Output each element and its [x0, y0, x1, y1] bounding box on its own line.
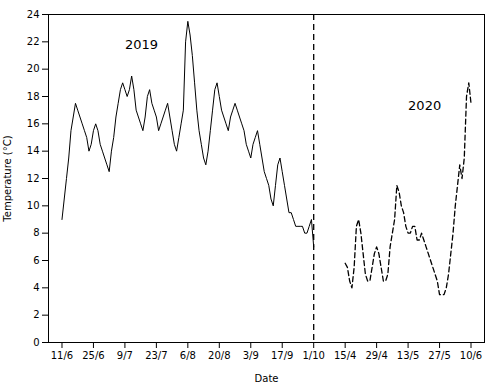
svg-text:2020: 2020	[408, 98, 441, 113]
svg-text:14: 14	[27, 145, 40, 156]
svg-text:4: 4	[33, 282, 39, 293]
svg-text:12: 12	[27, 173, 40, 184]
svg-text:2: 2	[33, 309, 39, 320]
svg-text:8: 8	[33, 227, 39, 238]
svg-text:6: 6	[33, 255, 39, 266]
svg-text:0: 0	[33, 337, 39, 348]
svg-text:Date: Date	[255, 373, 279, 384]
svg-text:24: 24	[27, 9, 40, 20]
svg-text:10/6: 10/6	[460, 350, 482, 361]
svg-text:1/10: 1/10	[302, 350, 324, 361]
svg-text:11/6: 11/6	[51, 350, 73, 361]
svg-text:20: 20	[27, 63, 40, 74]
svg-text:2019: 2019	[125, 37, 158, 52]
svg-text:Temperature (°C): Temperature (°C)	[2, 135, 13, 222]
svg-text:3/9: 3/9	[243, 350, 259, 361]
svg-text:15/4: 15/4	[334, 350, 356, 361]
svg-text:18: 18	[27, 91, 40, 102]
svg-text:10: 10	[27, 200, 40, 211]
svg-text:22: 22	[27, 36, 40, 47]
svg-text:20/8: 20/8	[208, 350, 230, 361]
svg-text:9/7: 9/7	[117, 350, 133, 361]
svg-text:29/4: 29/4	[365, 350, 387, 361]
svg-text:17/9: 17/9	[271, 350, 293, 361]
svg-text:13/5: 13/5	[397, 350, 419, 361]
svg-text:25/6: 25/6	[82, 350, 104, 361]
svg-text:6/8: 6/8	[180, 350, 196, 361]
svg-text:27/5: 27/5	[428, 350, 450, 361]
svg-text:16: 16	[27, 118, 40, 129]
svg-text:23/7: 23/7	[145, 350, 167, 361]
